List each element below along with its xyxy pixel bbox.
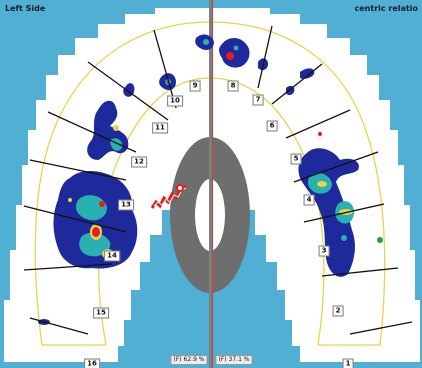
tooth-number: 16 — [84, 358, 100, 368]
tooth-number: 4 — [303, 194, 315, 206]
tooth-divider-lines — [23, 25, 413, 335]
contact-area — [219, 38, 250, 68]
center-divider-red — [212, 0, 213, 368]
tooth-number: 10 — [167, 95, 183, 107]
tooth-number: 9 — [189, 80, 201, 92]
tooth-number: 11 — [152, 122, 168, 134]
tooth-number: 5 — [290, 153, 302, 165]
left-force-readout: (F) 62.9 % — [170, 355, 208, 365]
tooth-number: 8 — [227, 80, 239, 92]
right-force-readout: (F) 37.1 % — [215, 355, 253, 365]
left-side-label: Left Side — [5, 4, 46, 13]
tooth-number: 14 — [104, 250, 120, 262]
dental-arch-white — [4, 8, 420, 362]
center-divider — [209, 0, 212, 368]
tooth-number: 6 — [266, 120, 278, 132]
tooth-number: 15 — [93, 307, 109, 319]
tooth-number: 1 — [342, 358, 354, 368]
tooth-number: 3 — [318, 245, 330, 257]
tooth-number: 2 — [332, 305, 344, 317]
right-side-label: centric relatio — [354, 4, 418, 13]
arch-outline — [34, 21, 386, 346]
tooth-number: 12 — [131, 156, 147, 168]
tooth-number: 7 — [252, 94, 264, 106]
red-white-zigzag-icon — [150, 184, 187, 209]
tooth-number: 13 — [118, 199, 134, 211]
